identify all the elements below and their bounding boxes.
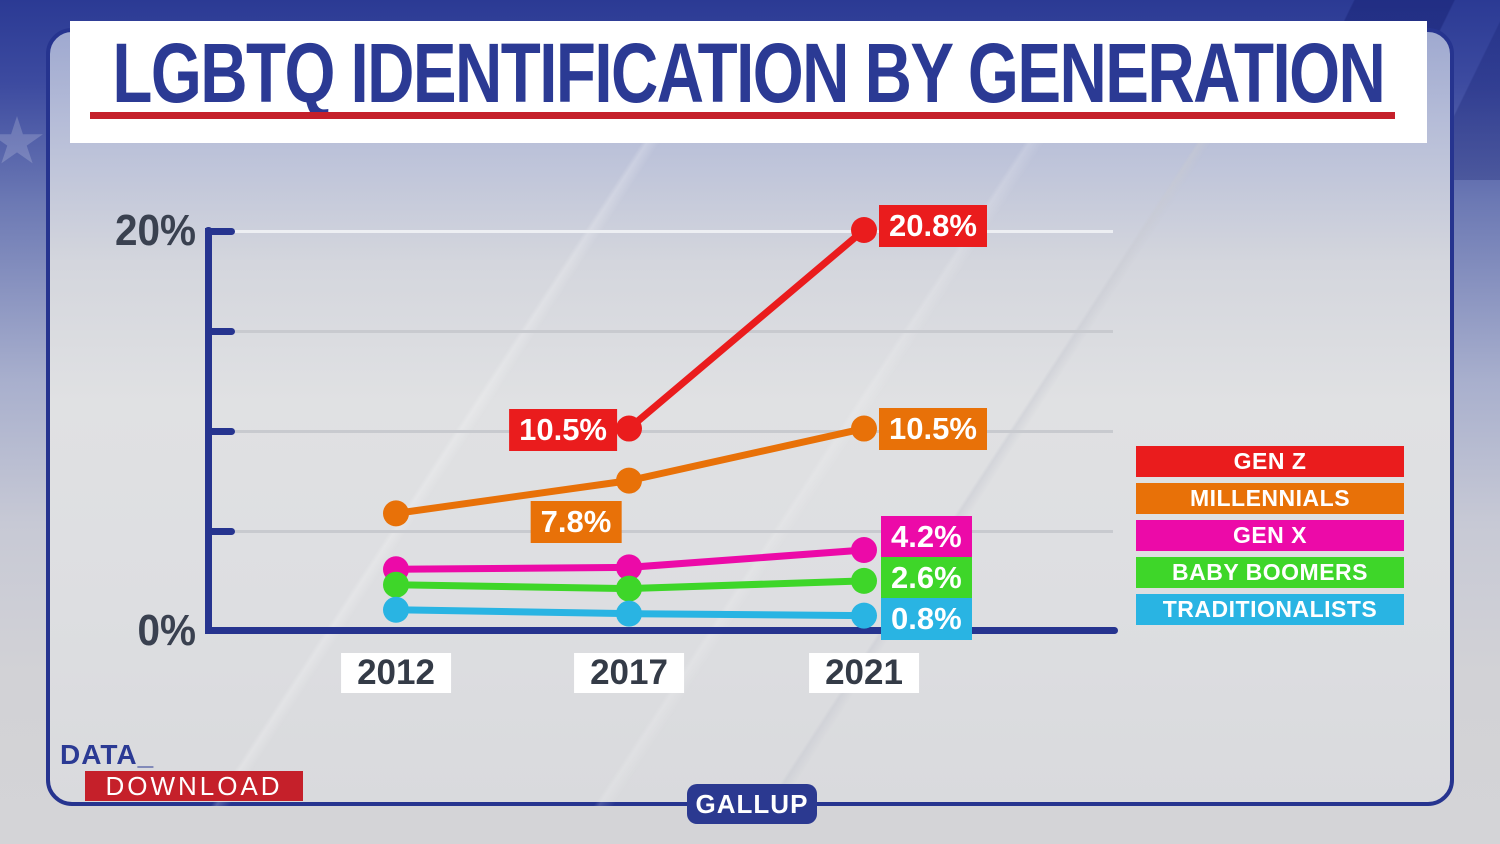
legend-item-gen-z: GEN Z xyxy=(1136,446,1404,477)
legend: GEN Z MILLENNIALS GEN X BABY BOOMERS TRADITI… xyxy=(1136,446,1404,631)
value-label-millennials-2021: 10.5% xyxy=(879,408,987,450)
gridline-5 xyxy=(216,530,1113,533)
x-axis-line xyxy=(205,627,1118,634)
value-label-gen-x-2021: 4.2% xyxy=(881,516,972,558)
gridline-15 xyxy=(216,330,1113,333)
value-label-traditionalists-2021: 0.8% xyxy=(881,598,972,640)
y-axis-label-20: 20% xyxy=(114,206,196,255)
page-title: LGBTQ IDENTIFICATION BY GENERATION xyxy=(112,26,1386,120)
value-label-gen-z-2017: 10.5% xyxy=(509,409,617,451)
chart-frame xyxy=(46,28,1454,806)
y-tick-15 xyxy=(205,328,235,335)
star-decoration xyxy=(0,116,43,164)
data-download-logo: DATA_ DOWNLOAD xyxy=(60,739,303,801)
logo-data-text: DATA_ xyxy=(60,739,155,770)
y-tick-10 xyxy=(205,428,235,435)
logo-download-text: DOWNLOAD xyxy=(85,771,303,801)
x-axis-label-2012: 2012 xyxy=(341,653,451,693)
value-label-baby-boomers-2021: 2.6% xyxy=(881,557,972,599)
legend-item-traditionalists: TRADITIONALISTS xyxy=(1136,594,1404,625)
x-axis-label-2017: 2017 xyxy=(574,653,684,693)
legend-item-baby-boomers: BABY BOOMERS xyxy=(1136,557,1404,588)
source-badge: GALLUP xyxy=(687,784,817,824)
legend-item-gen-x: GEN X xyxy=(1136,520,1404,551)
x-axis-label-2021: 2021 xyxy=(809,653,919,693)
title-underline xyxy=(90,112,1395,119)
value-label-millennials-2017: 7.8% xyxy=(530,501,622,543)
value-label-gen-z-2021: 20.8% xyxy=(879,205,987,247)
title-banner: LGBTQ IDENTIFICATION BY GENERATION xyxy=(70,21,1427,143)
y-tick-20 xyxy=(205,228,235,235)
y-tick-5 xyxy=(205,528,235,535)
legend-item-millennials: MILLENNIALS xyxy=(1136,483,1404,514)
y-axis-label-0: 0% xyxy=(137,606,196,655)
